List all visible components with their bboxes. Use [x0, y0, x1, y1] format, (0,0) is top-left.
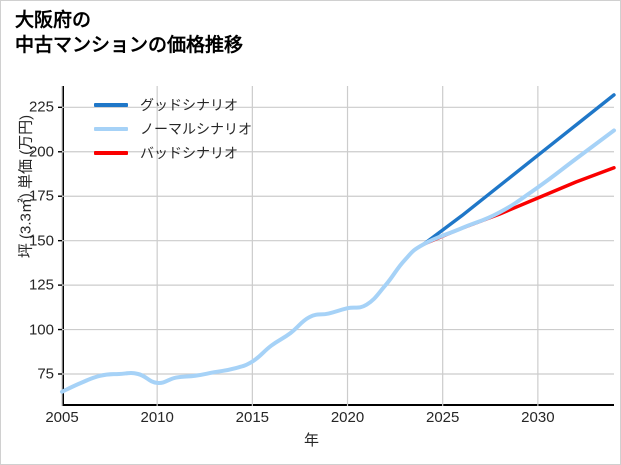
- x-axis-label: 年: [303, 432, 319, 449]
- series-lines: [60, 93, 616, 394]
- y-tick-label: 225: [28, 98, 54, 116]
- legend-color-swatch: [94, 103, 128, 107]
- legend-item[interactable]: グッドシナリオ: [94, 93, 252, 117]
- legend-item-label: グッドシナリオ: [140, 97, 238, 113]
- plot-frame: [62, 86, 614, 406]
- y-axis-label: 坪 (3.3㎡) 単価 (万円): [17, 114, 35, 259]
- y-tick-label: 200: [28, 143, 54, 161]
- x-tick-label: 2030: [521, 409, 555, 426]
- chart-title: 大阪府の 中古マンションの価格推移: [15, 9, 243, 58]
- y-tick-label: 100: [28, 321, 54, 339]
- chart-legend: グッドシナリオ ノーマルシナリオ バッドシナリオ: [94, 93, 252, 165]
- legend-item-label: バッドシナリオ: [140, 145, 238, 161]
- chart-title-line-2: 中古マンションの価格推移: [15, 34, 244, 56]
- x-tick-label: 2010: [140, 409, 174, 426]
- gridlines: [58, 86, 614, 406]
- y-tick-label: 175: [28, 187, 54, 205]
- legend-item[interactable]: バッドシナリオ: [94, 141, 252, 165]
- legend-item[interactable]: ノーマルシナリオ: [94, 117, 252, 141]
- y-tick-label: 125: [28, 276, 54, 294]
- x-tick-label: 2020: [330, 409, 365, 426]
- chart-title-line-1: 大阪府の: [15, 10, 92, 31]
- x-tick-label: 2005: [45, 409, 79, 426]
- legend-color-swatch: [94, 127, 128, 131]
- legend-item-label: ノーマルシナリオ: [140, 121, 252, 137]
- x-tick-label: 2015: [235, 409, 270, 426]
- legend-color-swatch: [94, 151, 128, 155]
- y-tick-label: 150: [28, 232, 54, 250]
- series-line: [60, 128, 616, 394]
- y-tick-label: 75: [37, 365, 54, 383]
- series-line: [421, 93, 616, 246]
- x-tick-label: 2025: [426, 409, 460, 426]
- plot-area: [58, 86, 616, 406]
